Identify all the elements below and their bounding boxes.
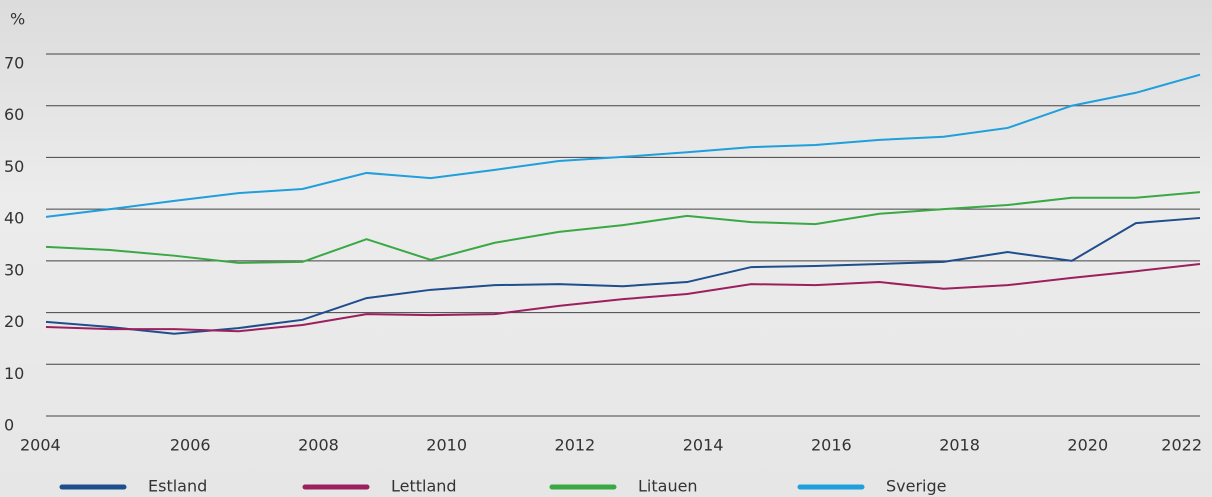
y-tick-label: 20 xyxy=(4,312,24,331)
y-tick-label: 0 xyxy=(4,416,14,435)
data-line xyxy=(45,216,1201,335)
legend-label: Litauen xyxy=(638,477,698,496)
y-tick-label: 30 xyxy=(4,260,24,279)
y-tick-label: 10 xyxy=(4,364,24,383)
y-tick-label: 40 xyxy=(4,209,24,228)
x-tick-label: 2016 xyxy=(811,436,852,455)
x-tick-label: 2022 xyxy=(1161,436,1202,455)
x-tick-label: 2020 xyxy=(1067,436,1108,455)
y-axis-label: % xyxy=(10,10,25,29)
x-tick-label: 2008 xyxy=(298,436,339,455)
y-tick-label: 70 xyxy=(4,54,24,73)
y-tick-label: 60 xyxy=(4,105,24,124)
data-line xyxy=(45,191,1201,264)
x-tick-label: 2004 xyxy=(20,436,61,455)
x-tick-label: 2018 xyxy=(939,436,980,455)
legend-label: Sverige xyxy=(886,477,947,496)
y-tick-label: 50 xyxy=(4,157,24,176)
data-line xyxy=(45,262,1201,333)
x-tick-label: 2014 xyxy=(683,436,724,455)
legend-label: Lettland xyxy=(391,477,457,496)
legend-label: Estland xyxy=(148,477,207,496)
x-tick-label: 2010 xyxy=(426,436,467,455)
x-tick-label: 2012 xyxy=(555,436,596,455)
data-line xyxy=(45,73,1201,218)
x-tick-label: 2006 xyxy=(170,436,211,455)
